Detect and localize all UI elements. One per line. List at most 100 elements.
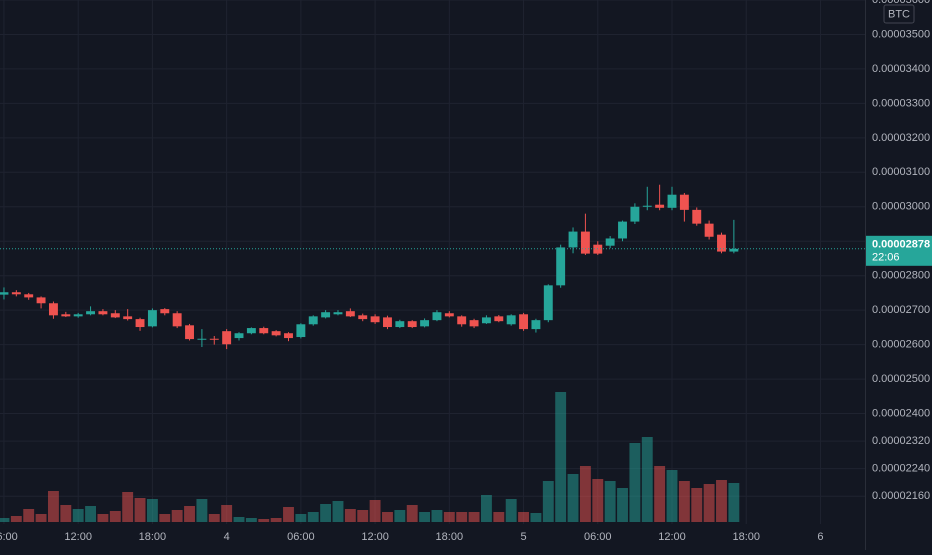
volume-bar (85, 506, 97, 522)
candle-body (605, 238, 615, 246)
candle-body (420, 320, 430, 327)
volume-bar (233, 517, 245, 522)
candle-body (36, 297, 46, 304)
volume-bar (23, 509, 35, 522)
volume-bar (134, 498, 146, 522)
candle-body (358, 315, 368, 320)
last-price-tag (866, 235, 932, 266)
candle-body (0, 292, 9, 295)
volume-bar (0, 518, 10, 522)
x-tick-label: 18:00 (732, 531, 760, 543)
candle-body (123, 316, 133, 320)
candle-body (110, 313, 120, 318)
volume-bar (666, 470, 678, 522)
y-tick-label: 0.00003200 (872, 132, 930, 144)
volume-bar (542, 481, 554, 522)
candle-body (543, 285, 553, 321)
volume-bar (283, 507, 294, 522)
candle-body (667, 194, 677, 208)
volume-bar (109, 511, 121, 522)
candle-body (481, 317, 491, 324)
candle-body (61, 314, 71, 317)
x-tick-label: 06:00 (287, 531, 315, 543)
volume-bar (518, 512, 529, 522)
y-tick-label: 0.00002160 (872, 490, 930, 502)
candle-body (469, 320, 479, 327)
volume-bar (171, 510, 183, 522)
y-tick-label: 0.00002800 (872, 270, 930, 282)
volume-bar (258, 519, 270, 522)
volume-bar (617, 488, 628, 522)
y-tick-label: 0.00002500 (872, 373, 930, 385)
x-tick-label: 06:00 (0, 531, 18, 543)
candle-body (642, 205, 652, 207)
volume-bar (493, 512, 505, 522)
volume-bar (307, 512, 319, 522)
candle-body (729, 248, 739, 252)
volume-bar (641, 437, 653, 522)
y-tick-label: 0.00002320 (872, 435, 930, 447)
volume-bar (369, 500, 381, 522)
y-tick-label: 0.00003000 (872, 201, 930, 213)
volume-bar (629, 443, 641, 522)
volume-bar (530, 513, 542, 522)
y-tick-label: 0.00003100 (872, 166, 930, 178)
candle-body (618, 221, 627, 239)
volume-bar (443, 512, 455, 522)
candle-body (271, 331, 281, 336)
volume-bar (480, 495, 492, 522)
x-tick-label: 12:00 (361, 531, 389, 543)
candle-body (185, 325, 194, 340)
candle-body (432, 312, 442, 321)
candle-body (24, 294, 34, 298)
volume-bar (431, 510, 443, 522)
volume-bar (604, 481, 616, 522)
volume-bar (394, 510, 406, 522)
currency-badge[interactable] (883, 4, 915, 24)
x-tick-label: 18:00 (139, 531, 167, 543)
candle-body (135, 319, 145, 328)
volume-bar (208, 514, 220, 522)
candle-body (345, 311, 355, 317)
volume-bar (332, 501, 344, 522)
candle-body (222, 331, 232, 345)
volume-bar (579, 466, 591, 522)
candle-body (506, 315, 516, 325)
candle-body (209, 338, 219, 340)
candle-body (692, 209, 702, 224)
candle-body (395, 321, 405, 328)
candle-body (259, 328, 269, 334)
volume-bar (221, 505, 233, 522)
candle-body (160, 309, 170, 314)
y-tick-label: 0.00002700 (872, 304, 930, 316)
y-tick-label: 0.00003300 (872, 97, 930, 109)
volume-bar (406, 505, 418, 522)
x-tick-label: 12:00 (64, 531, 92, 543)
volume-bar (48, 491, 59, 522)
candle-body (556, 247, 566, 286)
y-tick-label: 0.00003600 (872, 0, 930, 6)
volume-bar (122, 492, 134, 522)
volume-bar (159, 514, 171, 522)
candle-body (98, 311, 108, 315)
candle-body (284, 333, 293, 339)
volume-bar (654, 466, 666, 522)
x-tick-label: 6 (817, 531, 823, 543)
volume-bar (419, 512, 431, 522)
volume-bar (146, 499, 158, 522)
volume-bar (678, 481, 690, 522)
volume-bar (196, 499, 208, 522)
candle-body (519, 314, 529, 330)
volume-bar (382, 512, 393, 522)
y-tick-label: 0.00002240 (872, 463, 930, 475)
candle-body (86, 311, 96, 315)
volume-bar (691, 488, 703, 522)
x-tick-label: 18:00 (436, 531, 464, 543)
volume-bar (555, 392, 567, 522)
volume-bar (592, 479, 604, 522)
candle-body (457, 316, 467, 325)
y-tick-label: 0.00002600 (872, 339, 930, 351)
candle-body (568, 231, 578, 248)
candle-body (333, 312, 343, 315)
